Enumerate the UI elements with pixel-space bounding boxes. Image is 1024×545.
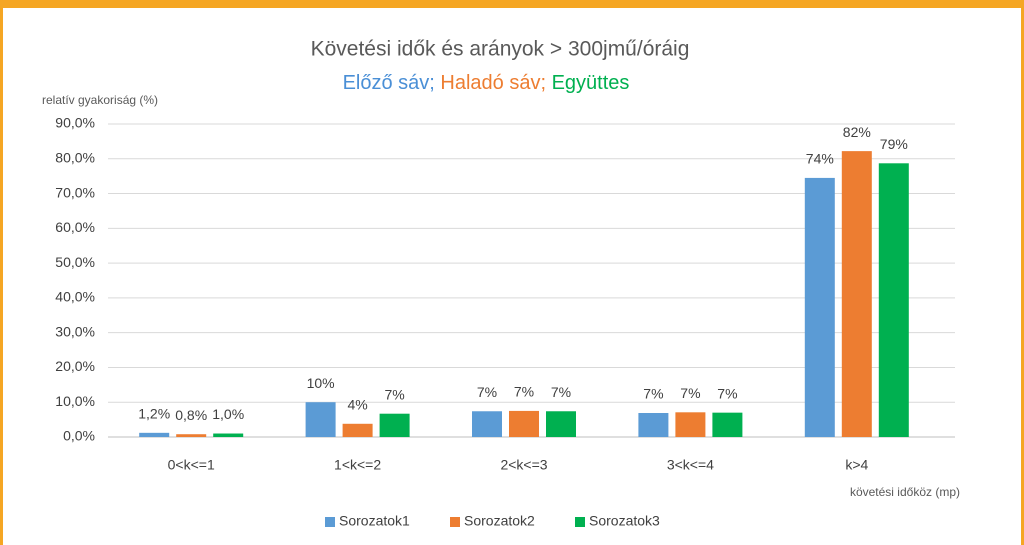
- legend-label: Sorozatok2: [464, 513, 535, 529]
- bar: [509, 410, 539, 437]
- legend-swatch: [575, 517, 585, 527]
- legend-label: Sorozatok1: [339, 513, 410, 529]
- bar: [638, 413, 669, 437]
- x-tick-label: k>4: [845, 457, 868, 473]
- data-label: 7%: [477, 384, 497, 400]
- bar: [342, 423, 373, 437]
- x-tick-label: 1<k<=2: [334, 457, 381, 473]
- y-tick-label: 80,0%: [55, 149, 95, 165]
- data-label: 7%: [643, 386, 663, 402]
- y-tick-label: 50,0%: [55, 254, 95, 270]
- y-tick-label: 60,0%: [55, 219, 95, 235]
- bar: [841, 151, 872, 438]
- left-border: [0, 0, 3, 545]
- data-label: 7%: [384, 386, 404, 402]
- data-label: 7%: [717, 385, 737, 401]
- x-tick-label: 2<k<=3: [500, 457, 547, 473]
- bar: [546, 411, 576, 437]
- right-border: [1021, 0, 1024, 545]
- y-axis-label: relatív gyakoriság (%): [42, 93, 158, 107]
- y-tick-label: 40,0%: [55, 289, 95, 305]
- bar: [176, 434, 207, 437]
- x-axis-label: követési időköz (mp): [850, 485, 960, 499]
- data-label: 7%: [551, 384, 571, 400]
- bar: [675, 412, 706, 437]
- y-tick-label: 10,0%: [55, 393, 95, 409]
- subtitle-part: Együttes: [552, 72, 630, 94]
- legend-swatch: [450, 517, 460, 527]
- data-label: 1,0%: [212, 406, 244, 422]
- data-label: 82%: [843, 124, 871, 140]
- bar: [712, 412, 743, 437]
- top-band: [0, 0, 1024, 8]
- bar: [139, 432, 170, 437]
- bar: [379, 413, 410, 437]
- y-tick-label: 0,0%: [63, 428, 95, 444]
- chart-title: Követési idők és arányok > 300jmű/óráig: [311, 38, 690, 61]
- legend-label: Sorozatok3: [589, 513, 660, 529]
- x-tick-label: 3<k<=4: [667, 457, 714, 473]
- y-tick-label: 30,0%: [55, 323, 95, 339]
- data-label: 10%: [307, 375, 335, 391]
- y-tick-label: 20,0%: [55, 358, 95, 374]
- data-label: 0,8%: [175, 407, 207, 423]
- data-label: 7%: [514, 384, 534, 400]
- chart-subtitle: Előző sáv; Haladó sáv; Együttes: [343, 72, 630, 94]
- x-tick-label: 0<k<=1: [168, 457, 215, 473]
- bar: [213, 433, 244, 437]
- subtitle-part: Haladó sáv;: [440, 72, 546, 94]
- y-tick-label: 90,0%: [55, 115, 95, 131]
- bar: [305, 402, 336, 437]
- subtitle-part: Előző sáv;: [343, 72, 435, 94]
- bar: [472, 411, 502, 437]
- data-label: 1,2%: [138, 406, 170, 422]
- bar: [804, 177, 835, 437]
- data-label: 4%: [347, 396, 367, 412]
- legend-swatch: [325, 517, 335, 527]
- data-label: 79%: [880, 136, 908, 152]
- data-label: 7%: [680, 385, 700, 401]
- y-tick-label: 70,0%: [55, 184, 95, 200]
- bar: [878, 163, 909, 437]
- data-label: 74%: [806, 151, 834, 167]
